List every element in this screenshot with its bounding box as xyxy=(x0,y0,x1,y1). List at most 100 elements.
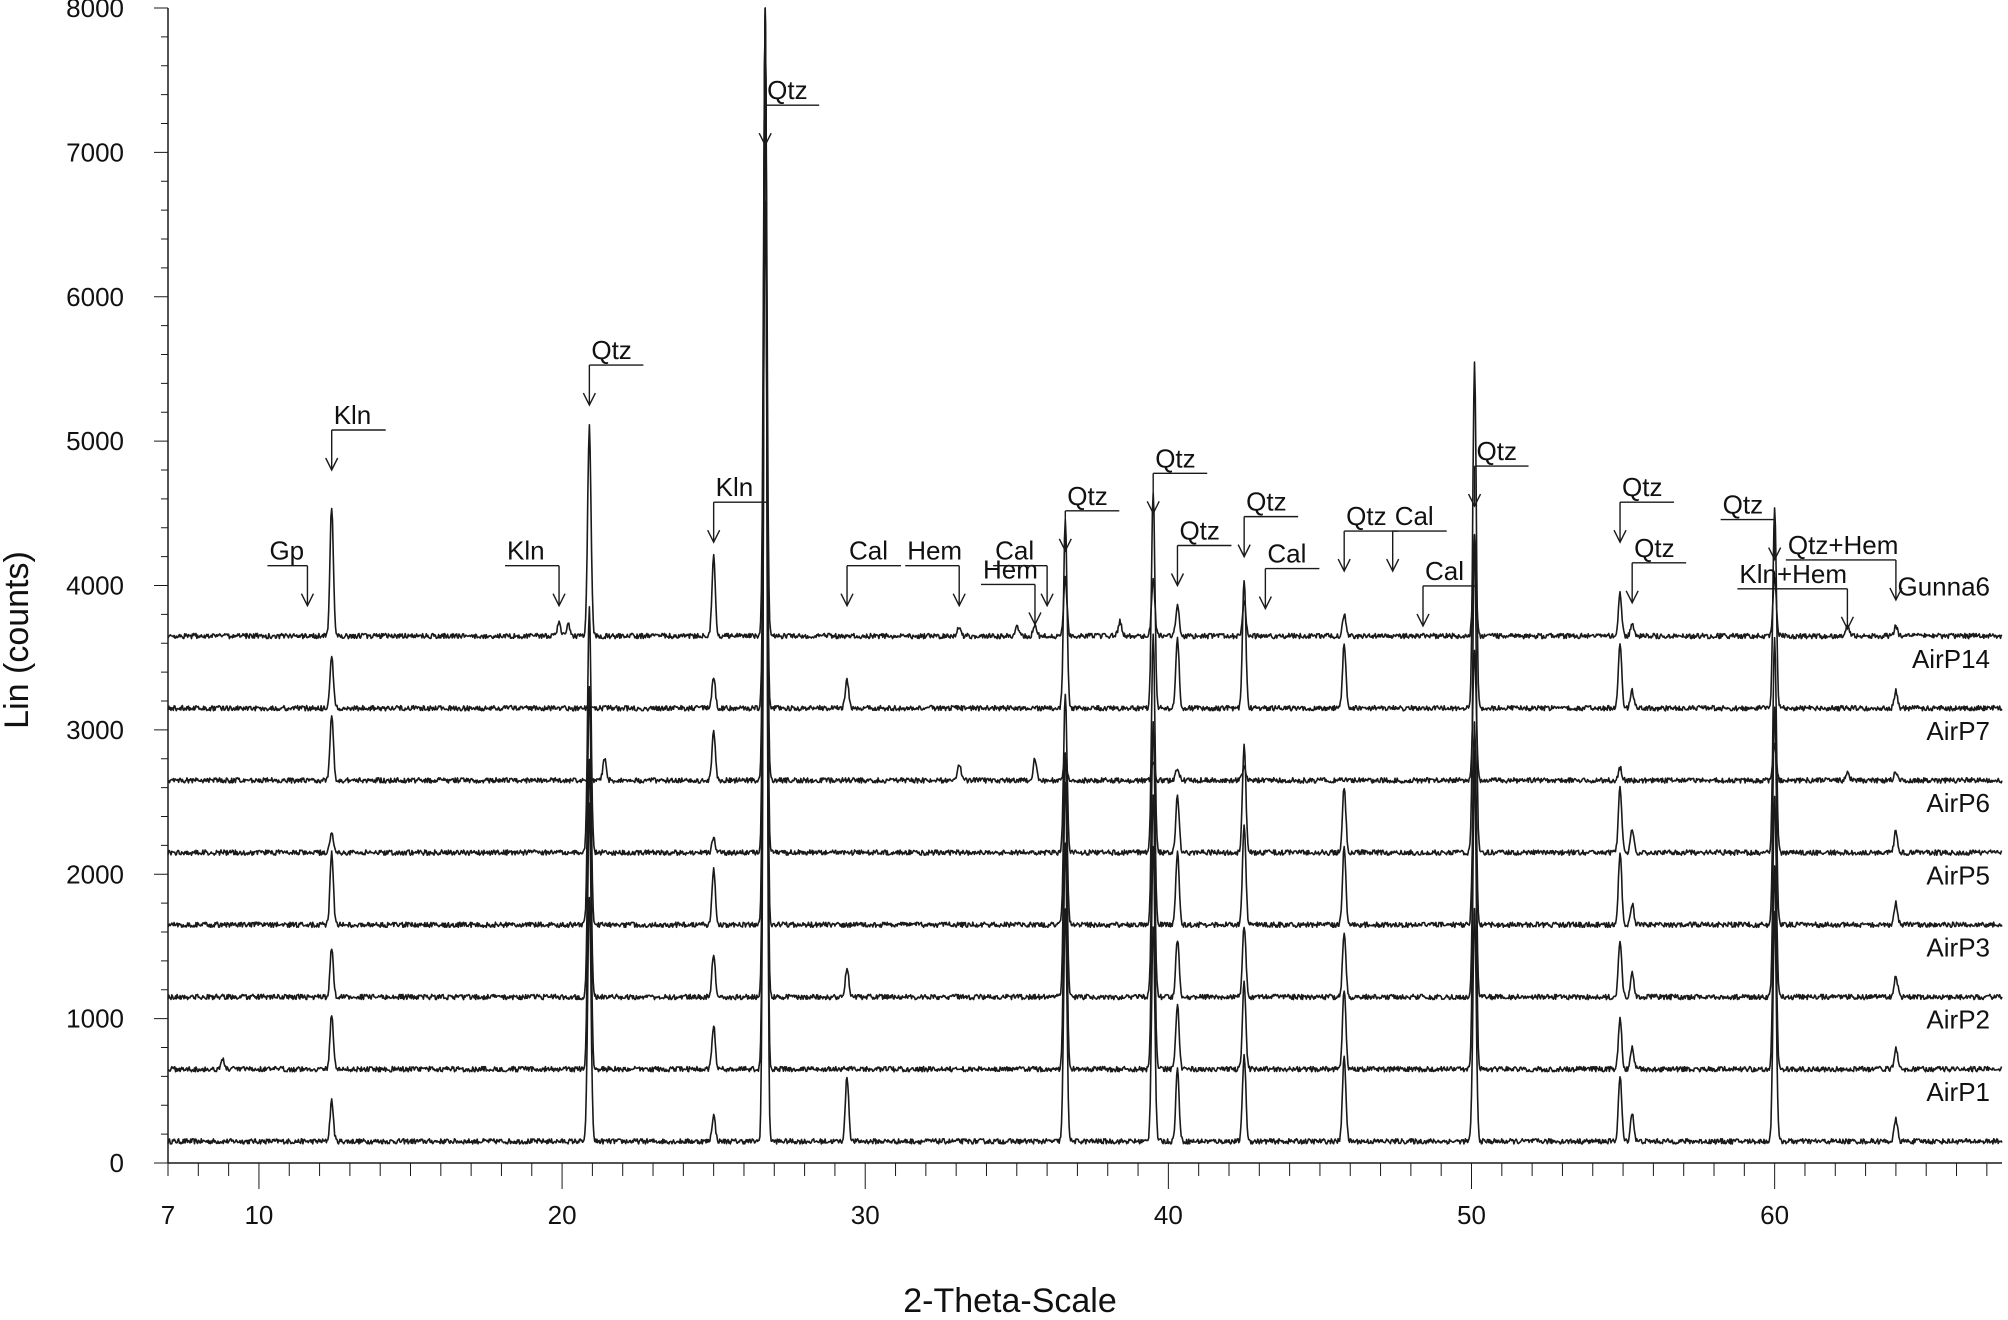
series-line-airp2 xyxy=(167,40,2003,1073)
peak-annotation: Cal xyxy=(1386,501,1447,573)
annotation-arrow-head xyxy=(1170,573,1185,588)
annotation-arrow-head xyxy=(758,132,772,147)
x-tick-label: 50 xyxy=(1457,1200,1486,1230)
peak-annotation: Kln xyxy=(505,536,566,608)
annotation-label: Kln xyxy=(716,472,754,502)
annotation-arrow-head xyxy=(952,593,966,608)
annotation-arrow-head xyxy=(552,593,566,608)
annotation-arrow-head xyxy=(1337,558,1351,573)
annotation-label: Qtz xyxy=(1346,501,1386,531)
x-tick-label: 10 xyxy=(244,1200,273,1230)
peak-annotation: Gp xyxy=(267,536,315,608)
annotation-arrow-head xyxy=(840,593,854,608)
annotation-label: Kln+Hem xyxy=(1739,559,1847,589)
annotation-label: Qtz xyxy=(1622,472,1662,502)
annotation-arrow-head xyxy=(1768,547,1782,562)
annotation-arrow-head xyxy=(1386,558,1400,573)
annotation-arrow-head xyxy=(1467,493,1482,508)
x-tick-label: 7 xyxy=(161,1200,175,1230)
peak-annotation: Qtz xyxy=(1720,490,1782,562)
annotation-arrow-head xyxy=(582,392,596,407)
series-line-airp7 xyxy=(167,16,2003,784)
series-label: AirP14 xyxy=(1912,644,1990,674)
y-tick-label: 6000 xyxy=(66,282,124,312)
annotation-label: Kln xyxy=(334,400,372,430)
peak-annotation: Qtz xyxy=(1613,472,1675,544)
annotation-arrow-head xyxy=(707,529,721,544)
annotation-label: Qtz xyxy=(1179,516,1219,546)
y-axis-title: Lin (counts) xyxy=(0,551,36,729)
peak-annotation: Qtz xyxy=(1625,533,1687,605)
peak-annotation: Hem xyxy=(980,554,1042,627)
peak-annotation: Kln+Hem xyxy=(1737,559,1855,631)
series-label: AirP7 xyxy=(1926,716,1990,746)
annotation-arrow-head xyxy=(1028,612,1042,627)
annotation-arrow-head xyxy=(300,593,315,608)
x-tick-label: 20 xyxy=(548,1200,577,1230)
peak-annotation: Cal xyxy=(993,536,1054,608)
annotation-label: Cal xyxy=(995,536,1034,566)
annotation-label: Cal xyxy=(1267,539,1306,569)
peak-annotation: Cal xyxy=(840,536,902,608)
y-tick-label: 2000 xyxy=(66,859,124,889)
y-tick-label: 5000 xyxy=(66,426,124,456)
annotation-arrow-head xyxy=(1416,613,1430,628)
annotation-arrow-head xyxy=(1258,596,1272,611)
annotation-label: Hem xyxy=(983,554,1038,584)
annotation-arrow-head xyxy=(1840,616,1855,631)
annotation-label: Qtz xyxy=(1067,481,1107,511)
y-tick-label: 4000 xyxy=(66,571,124,601)
annotation-arrow-head xyxy=(1625,590,1639,605)
series-line-airp1 xyxy=(167,7,2003,1145)
annotation-arrow-head xyxy=(1040,593,1054,608)
series-line-airp14 xyxy=(167,200,2003,712)
annotation-arrow-head xyxy=(325,457,339,472)
peak-annotation: Qtz+Hem xyxy=(1785,530,1903,602)
series-line-gunna6 xyxy=(167,14,2003,640)
y-tick-label: 3000 xyxy=(66,715,124,745)
y-tick-label: 1000 xyxy=(66,1004,124,1034)
peak-annotation: Qtz xyxy=(1467,436,1529,508)
annotation-arrow-head xyxy=(1613,529,1627,544)
peak-annotation: Qtz xyxy=(758,75,820,147)
annotation-label: Qtz xyxy=(1723,490,1763,520)
series-line-airp6 xyxy=(167,7,2003,856)
x-tick-label: 60 xyxy=(1760,1200,1789,1230)
series-label: AirP5 xyxy=(1926,860,1990,890)
series-line-airp3 xyxy=(167,13,2003,1001)
series-label: AirP3 xyxy=(1926,933,1990,963)
peak-annotation: Qtz xyxy=(1237,487,1299,559)
annotation-arrow-head xyxy=(1237,544,1251,559)
annotation-label: Qtz xyxy=(1634,533,1674,563)
annotation-arrow-head xyxy=(1889,587,1903,602)
y-axis: 0 1000 2000 3000 4000 5000 6000 7000 8000 xyxy=(66,0,169,1178)
annotation-arrow-head xyxy=(1146,500,1160,515)
peak-annotation: Qtz xyxy=(1058,481,1120,553)
y-tick-label: 7000 xyxy=(66,137,124,167)
x-tick-label: 30 xyxy=(851,1200,880,1230)
series-label: AirP1 xyxy=(1926,1077,1990,1107)
annotation-label: Gp xyxy=(269,536,304,566)
annotation-arrow-head xyxy=(1058,538,1072,553)
peak-annotation: Qtz xyxy=(582,335,644,407)
annotation-label: Qtz+Hem xyxy=(1788,530,1899,560)
annotation-label: Qtz xyxy=(1477,436,1517,466)
peak-annotation: Qtz xyxy=(1170,516,1232,588)
y-tick-label: 0 xyxy=(110,1148,124,1178)
peak-annotation: Qtz xyxy=(1337,501,1399,573)
series-label: AirP2 xyxy=(1926,1005,1990,1035)
x-tick-label: 40 xyxy=(1154,1200,1183,1230)
annotation-label: Cal xyxy=(1395,501,1434,531)
annotation-label: Qtz xyxy=(1155,443,1195,473)
annotation-label: Qtz xyxy=(1246,487,1286,517)
annotation-label: Qtz xyxy=(767,75,807,105)
peak-annotation: Kln xyxy=(707,472,768,544)
annotation-label: Kln xyxy=(507,536,545,566)
x-axis: 7 10 20 30 40 50 60 xyxy=(161,1162,2002,1230)
series-label: Gunna6 xyxy=(1897,572,1990,602)
series-line-airp5 xyxy=(167,7,2003,929)
annotation-label: Hem xyxy=(907,536,962,566)
peak-annotation: Kln xyxy=(325,400,386,472)
